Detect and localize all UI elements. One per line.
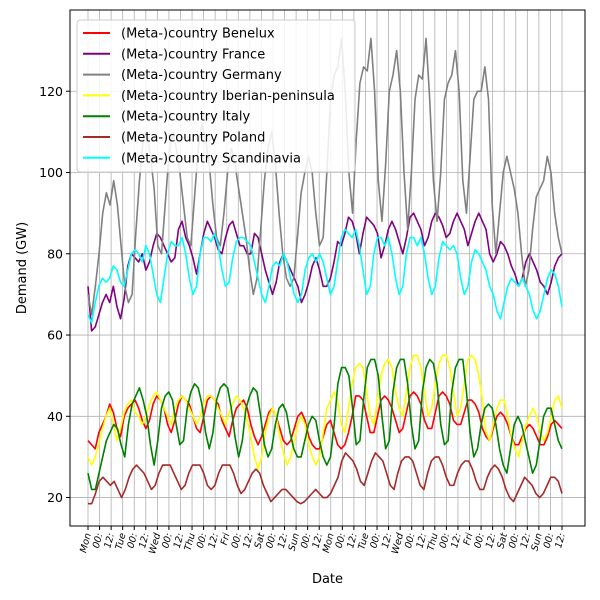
legend-label: (Meta-)country Poland — [121, 131, 265, 146]
x-tick-label: 00: — [160, 532, 175, 550]
legend-label: (Meta-)country Benelux — [121, 27, 275, 42]
legend-label: (Meta-)country Germany — [121, 68, 282, 83]
x-tick-label: 12: — [206, 532, 221, 550]
x-tick-label: 00: — [472, 532, 487, 550]
series-line-6 — [87, 228, 563, 324]
x-tick-label: 12: — [241, 532, 256, 550]
x-tick-label: Fri — [462, 532, 476, 547]
x-tick-label: 00: — [438, 532, 453, 550]
x-tick-label: 12: — [172, 532, 187, 550]
series-line-2 — [87, 37, 563, 316]
x-tick-label: 00: — [368, 532, 383, 550]
x-tick-label: 12: — [102, 532, 117, 550]
x-tick-label: 00: — [230, 532, 245, 550]
y-tick-label: 100 — [39, 165, 63, 180]
x-tick-label: 12: — [484, 532, 499, 550]
x-tick-label: Tue — [114, 532, 129, 551]
x-tick-label: 12: — [553, 532, 568, 550]
legend: (Meta-)country Benelux (Meta-)country Fra… — [76, 19, 356, 173]
x-tick-label: 00: — [542, 532, 557, 550]
x-tick-label: 12: — [311, 532, 326, 550]
series-line-4 — [87, 358, 563, 491]
x-tick-label: 12: — [137, 532, 152, 550]
x-tick-label: Thu — [183, 532, 198, 552]
series-lines — [87, 37, 563, 505]
x-tick-label: Sun — [287, 532, 302, 552]
x-tick-label: Mon — [321, 532, 337, 554]
x-tick-label: 12: — [449, 532, 464, 550]
y-tick-label: 40 — [47, 409, 63, 424]
x-tick-label: Mon — [78, 532, 94, 554]
y-tick-label: 20 — [47, 490, 63, 505]
y-tick-label: 60 — [47, 328, 63, 343]
x-tick-label: Sat — [253, 531, 268, 550]
y-axis-label: Demand (GW) — [15, 222, 30, 314]
x-tick-label: 00: — [126, 532, 141, 550]
series-line-5 — [88, 452, 563, 505]
legend-label: (Meta-)country Scandinavia — [121, 151, 301, 166]
x-axis-label: Date — [312, 572, 343, 587]
x-tick-label: Thu — [425, 532, 440, 552]
x-tick-label: 00: — [507, 532, 522, 550]
y-axis-ticks: 20 40 60 80 100 120 — [39, 84, 70, 505]
x-tick-label: 12: — [380, 532, 395, 550]
x-tick-label: Sat — [495, 531, 510, 550]
x-tick-label: 00: — [91, 532, 106, 550]
y-tick-label: 120 — [39, 84, 63, 99]
plot-frame — [69, 9, 586, 527]
x-tick-label: Tue — [356, 532, 371, 551]
x-tick-label: 00: — [403, 532, 418, 550]
x-tick-label: 12: — [415, 532, 430, 550]
legend-label: (Meta-)country Italy — [121, 110, 250, 125]
x-tick-label: 00: — [334, 532, 349, 550]
series-line-3 — [87, 354, 563, 470]
x-tick-label: 12: — [519, 532, 534, 550]
series-line-0 — [87, 391, 563, 450]
x-tick-label: 00: — [299, 532, 314, 550]
x-tick-label: 00: — [195, 532, 210, 550]
x-tick-label: Fri — [219, 532, 233, 547]
x-tick-label: Sun — [529, 532, 544, 552]
series-line-1 — [87, 212, 563, 332]
x-tick-label: 12: — [345, 532, 360, 550]
legend-label: (Meta-)country France — [121, 47, 265, 62]
legend-label: (Meta-)country Iberian-peninsula — [121, 89, 335, 104]
y-tick-label: 80 — [47, 246, 63, 261]
x-axis-ticks: Mon00:12:Tue00:12:Wed00:12:Thu00:12:Fri0… — [78, 526, 568, 555]
legend-box — [76, 19, 356, 173]
x-tick-label: 00: — [264, 532, 279, 550]
x-tick-label: 12: — [276, 532, 291, 550]
